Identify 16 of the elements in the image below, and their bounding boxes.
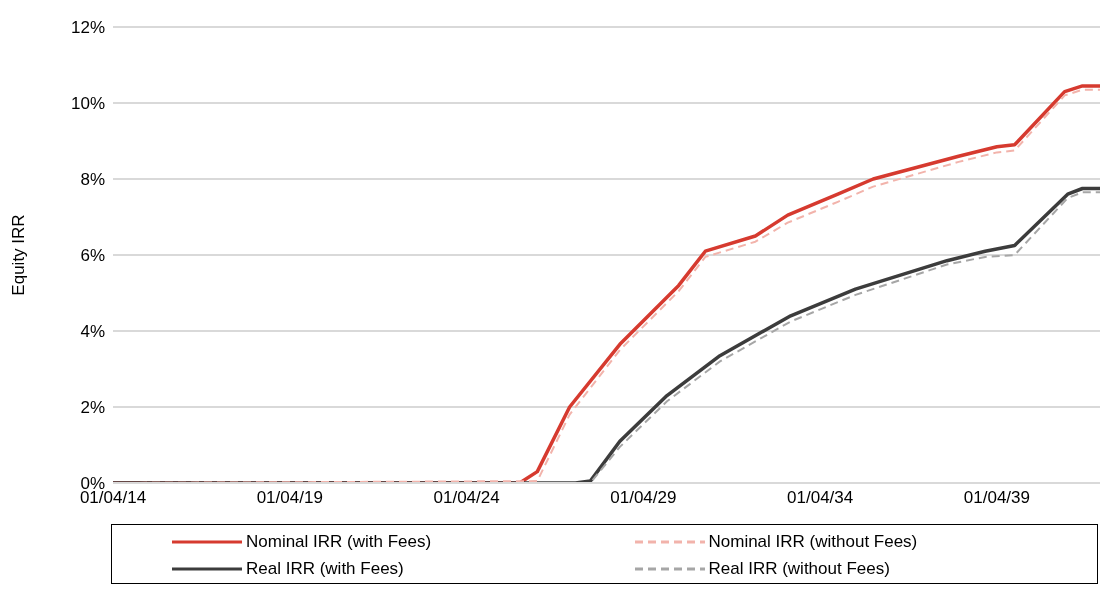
x-tick-label: 01/04/39 bbox=[963, 488, 1030, 508]
y-tick-label: 8% bbox=[80, 170, 105, 190]
legend-label: Real IRR (with Fees) bbox=[246, 559, 404, 579]
x-tick-label: 01/04/24 bbox=[433, 488, 500, 508]
legend-label: Nominal IRR (without Fees) bbox=[708, 532, 918, 552]
x-tick-label: 01/04/29 bbox=[610, 488, 677, 508]
y-tick-label: 4% bbox=[80, 322, 105, 342]
legend-label: Nominal IRR (with Fees) bbox=[246, 532, 432, 552]
y-tick-label: 10% bbox=[70, 94, 105, 114]
legend-label: Real IRR (without Fees) bbox=[708, 559, 890, 579]
y-tick-label: 12% bbox=[70, 18, 105, 38]
x-tick-label: 01/04/19 bbox=[256, 488, 323, 508]
x-tick-label: 01/04/34 bbox=[787, 488, 854, 508]
y-axis-title: Equity IRR bbox=[9, 214, 29, 296]
y-tick-label: 6% bbox=[80, 246, 105, 266]
y-tick-label: 2% bbox=[80, 398, 105, 418]
